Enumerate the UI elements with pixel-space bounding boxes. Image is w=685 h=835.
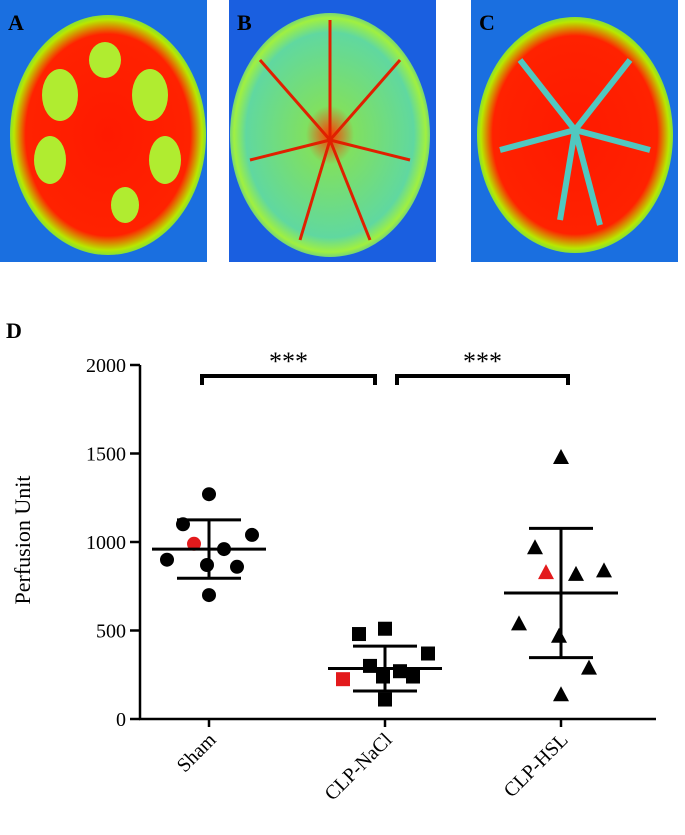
data-point	[421, 646, 435, 661]
data-point	[406, 669, 420, 684]
data-point	[200, 558, 214, 573]
data-point	[202, 487, 216, 502]
data-point	[187, 536, 201, 551]
image-b: B	[229, 0, 436, 262]
y-axis-label: Perfusion Unit	[10, 476, 35, 605]
x-tick-label: Sham	[173, 729, 221, 777]
data-point	[538, 564, 554, 580]
data-point	[527, 539, 543, 555]
data-point	[376, 669, 390, 684]
data-point	[378, 621, 392, 636]
data-point	[245, 527, 259, 542]
data-point	[363, 658, 377, 673]
significance-bracket	[200, 374, 377, 385]
significance-bracket	[395, 374, 570, 385]
data-point	[160, 552, 174, 567]
y-tick-label: 500	[96, 621, 126, 643]
data-point	[202, 588, 216, 603]
data-point	[378, 692, 392, 707]
data-point	[230, 559, 244, 574]
data-point	[393, 664, 407, 679]
y-tick-label: 1500	[86, 444, 126, 466]
x-tick-label: CLP-HSL	[500, 729, 573, 802]
data-point	[596, 562, 612, 578]
panel-label: C	[479, 10, 495, 35]
data-point	[511, 615, 527, 631]
y-tick-label: 2000	[86, 355, 126, 377]
panel-label: B	[237, 10, 252, 35]
data-point	[336, 672, 350, 687]
significance-label: ***	[269, 347, 308, 376]
panel-label: D	[6, 318, 22, 343]
data-point	[568, 565, 584, 581]
data-point	[553, 686, 569, 702]
data-point	[553, 449, 569, 465]
panel-label: A	[8, 10, 24, 35]
data-point	[581, 659, 597, 675]
y-tick-label: 1000	[86, 532, 126, 554]
y-tick-label: 0	[116, 709, 126, 731]
data-point	[352, 627, 366, 642]
significance-label: ***	[463, 347, 502, 376]
x-tick-label: CLP-NaCl	[320, 729, 396, 805]
image-a: A	[0, 0, 207, 262]
data-point	[551, 627, 567, 643]
image-c: C	[471, 0, 678, 262]
